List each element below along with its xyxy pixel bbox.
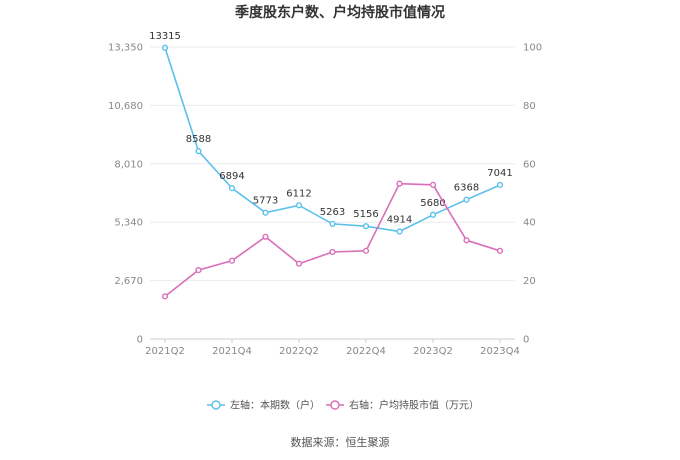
series-2	[161, 180, 504, 300]
data-point	[362, 223, 370, 230]
data-point	[329, 220, 336, 227]
data-label: 5156	[353, 209, 378, 220]
data-point	[295, 260, 303, 267]
data-label: 5773	[253, 196, 278, 207]
left-axis-tick-label: 8,010	[114, 159, 143, 170]
data-point	[396, 228, 403, 235]
x-axis-tick-label: 2023Q4	[480, 346, 520, 357]
left-axis-tick-label: 2,670	[114, 276, 143, 287]
data-label: 6368	[454, 183, 479, 194]
legend-label: 右轴：户均持股市值（万元）	[349, 399, 479, 412]
data-point	[295, 202, 303, 209]
series-line	[164, 47, 501, 233]
right-axis-tick-label: 60	[523, 159, 536, 170]
data-point	[429, 211, 437, 218]
data-label: 6112	[286, 188, 311, 199]
data-point	[329, 248, 336, 256]
data-point	[463, 196, 470, 203]
data-point	[429, 181, 437, 188]
x-axis-tick-label: 2021Q2	[145, 346, 185, 357]
data-point	[396, 180, 403, 187]
data-label: 7041	[487, 168, 512, 179]
data-point	[195, 266, 202, 274]
left-axis-tick-label: 5,340	[114, 218, 143, 229]
series-1: 13315 8588 6894 5773 6112 5263 5156 4914 5680 636…	[149, 31, 513, 235]
x-axis-tick-label: 2022Q2	[279, 346, 319, 357]
left-axis-tick-label: 0	[137, 335, 143, 346]
axes: 0 2,670 5,340 8,010 10,680 13,350 0 20 40 60 80 100…	[108, 43, 542, 358]
data-label: 5680	[420, 198, 445, 209]
data-label: 6894	[219, 171, 244, 182]
right-axis-tick-label: 40	[523, 218, 536, 229]
data-label: 4914	[387, 215, 412, 226]
left-axis-tick-label: 13,350	[108, 43, 143, 54]
data-point	[195, 148, 202, 155]
legend-label: 左轴：本期数（户）	[230, 399, 320, 412]
data-label: 5263	[320, 207, 345, 218]
legend[interactable]: 左轴：本期数（户） 右轴：户均持股市值（万元）	[207, 399, 479, 412]
x-axis-tick-label: 2021Q4	[212, 346, 252, 357]
data-point	[262, 209, 269, 216]
right-axis-tick-label: 20	[523, 276, 536, 287]
data-label: 13315	[149, 31, 181, 42]
legend-marker	[211, 400, 221, 410]
data-point	[161, 44, 169, 51]
legend-marker	[330, 400, 340, 410]
data-source-note: 数据来源：恒生聚源	[291, 435, 390, 449]
data-point	[228, 185, 236, 192]
right-axis-tick-label: 100	[523, 43, 542, 54]
legend-item-1[interactable]: 左轴：本期数（户）	[207, 399, 320, 412]
data-point	[161, 293, 169, 300]
legend-item-2[interactable]: 右轴：户均持股市值（万元）	[326, 399, 479, 412]
series-layer: 13315 8588 6894 5773 6112 5263 5156 4914 5680 636…	[149, 31, 513, 300]
data-point	[362, 247, 370, 254]
data-point	[463, 237, 470, 244]
data-point	[496, 181, 504, 189]
data-point	[262, 233, 269, 240]
right-axis-tick-label: 0	[523, 335, 529, 346]
data-label: 8588	[186, 134, 211, 145]
series-line	[164, 182, 501, 298]
left-axis-tick-label: 10,680	[108, 101, 143, 112]
data-point	[228, 257, 236, 264]
chart-title: 季度股东户数、户均持股市值情况	[234, 4, 445, 21]
data-point	[496, 247, 504, 254]
x-axis-tick-label: 2023Q2	[413, 346, 453, 357]
x-axis-tick-label: 2022Q4	[346, 346, 386, 357]
right-axis-tick-label: 80	[523, 101, 536, 112]
